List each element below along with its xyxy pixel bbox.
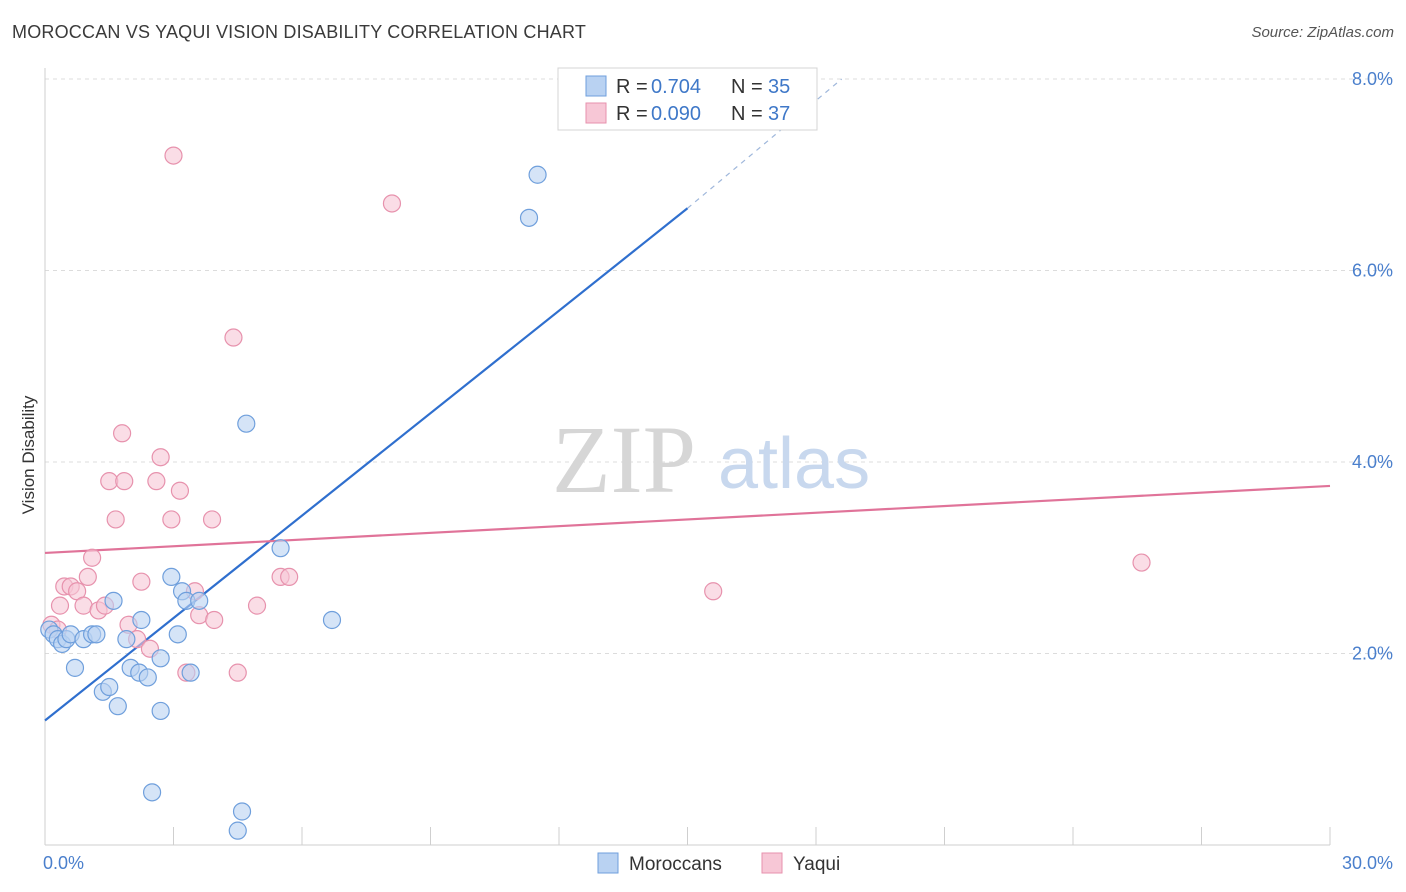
watermark-zip: ZIP	[552, 406, 696, 513]
bottom-legend-swatch-yaqui	[761, 852, 783, 874]
y-axis-label: Vision Disability	[19, 395, 38, 514]
point-yaqui-27	[202, 510, 222, 529]
point-moroccans-29	[228, 821, 247, 840]
point-moroccans-20	[151, 649, 170, 668]
legend-r-value-yaqui: 0.090	[651, 103, 701, 125]
bottom-legend-label-yaqui: Yaqui	[793, 854, 840, 875]
bottom-legend: Moroccans Yaqui	[597, 852, 840, 875]
point-yaqui-35	[704, 582, 723, 601]
point-yaqui-28	[205, 610, 224, 630]
point-moroccans-9	[87, 625, 106, 644]
point-yaqui-17	[132, 572, 151, 591]
point-moroccans-22	[162, 567, 181, 587]
point-yaqui-33	[280, 567, 299, 587]
point-yaqui-30	[228, 663, 247, 682]
watermark-atlas: atlas	[718, 424, 870, 504]
point-moroccans-11	[100, 677, 119, 697]
point-yaqui-31	[247, 596, 267, 615]
axes: 2.0% 4.0% 6.0% 8.0% 0.0% 30.0%	[43, 68, 1393, 873]
legend-n-label-yaqui: N =	[731, 103, 763, 125]
point-moroccans-18	[138, 668, 157, 687]
trend-line-moroccans-extension	[687, 78, 843, 209]
trend-line-yaqui	[44, 484, 1331, 555]
point-yaqui-29	[224, 328, 243, 347]
gridlines	[45, 78, 1392, 654]
legend-n-value-moroccans: 35	[768, 76, 790, 98]
y-tick-label-2: 6.0%	[1352, 261, 1393, 281]
chart-title: MOROCCAN VS YAQUI VISION DISABILITY CORR…	[12, 22, 587, 42]
y-tick-label-3: 8.0%	[1352, 69, 1393, 89]
point-moroccans-14	[117, 630, 136, 649]
legend-swatch-yaqui	[585, 102, 607, 124]
point-moroccans-33	[519, 208, 539, 227]
point-moroccans-13	[108, 697, 127, 716]
point-yaqui-6	[74, 596, 93, 615]
point-moroccans-6	[65, 658, 85, 677]
point-moroccans-23	[168, 625, 187, 644]
bottom-legend-label-moroccans: Moroccans	[629, 854, 722, 875]
point-moroccans-12	[104, 591, 123, 610]
point-moroccans-30	[237, 414, 256, 433]
point-yaqui-20	[151, 448, 170, 467]
point-moroccans-34	[528, 165, 547, 184]
legend-r-value-moroccans: 0.704	[651, 76, 701, 98]
point-moroccans-27	[190, 591, 209, 610]
trend-lines	[44, 78, 1331, 722]
trend-line-moroccans	[44, 207, 689, 722]
point-moroccans-28	[232, 802, 252, 821]
x-tick-label-max: 30.0%	[1342, 853, 1393, 873]
bottom-legend-swatch-moroccans	[597, 852, 619, 874]
legend-n-label-moroccans: N =	[731, 76, 763, 98]
source-credit: Source: ZipAtlas.com	[1251, 24, 1394, 41]
point-moroccans-19	[142, 783, 162, 802]
point-yaqui-22	[164, 146, 183, 165]
point-yaqui-23	[170, 481, 190, 500]
y-tick-label-0: 2.0%	[1352, 644, 1393, 664]
point-moroccans-31	[271, 539, 290, 558]
point-yaqui-7	[78, 567, 97, 587]
y-tick-label-1: 4.0%	[1352, 452, 1393, 472]
point-yaqui-21	[162, 510, 181, 529]
point-yaqui-13	[112, 424, 132, 443]
data-points	[40, 146, 1151, 840]
point-yaqui-12	[106, 510, 125, 529]
legend-box: R = 0.704 N = 35 R = 0.090 N = 37	[557, 67, 818, 131]
point-moroccans-32	[322, 610, 342, 630]
legend-n-value-yaqui: 37	[768, 103, 790, 125]
point-yaqui-34	[382, 194, 402, 213]
point-yaqui-2	[50, 596, 70, 615]
point-yaqui-14	[115, 472, 134, 491]
point-yaqui-19	[147, 472, 166, 491]
point-yaqui-8	[83, 548, 102, 567]
legend-r-label-yaqui: R =	[616, 103, 648, 125]
legend-swatch-moroccans	[585, 75, 607, 97]
point-moroccans-17	[132, 610, 151, 630]
legend-r-label-moroccans: R =	[616, 76, 648, 98]
point-moroccans-21	[151, 701, 170, 721]
point-moroccans-26	[181, 663, 200, 682]
x-tick-label-min: 0.0%	[43, 853, 84, 873]
point-yaqui-36	[1132, 553, 1151, 572]
